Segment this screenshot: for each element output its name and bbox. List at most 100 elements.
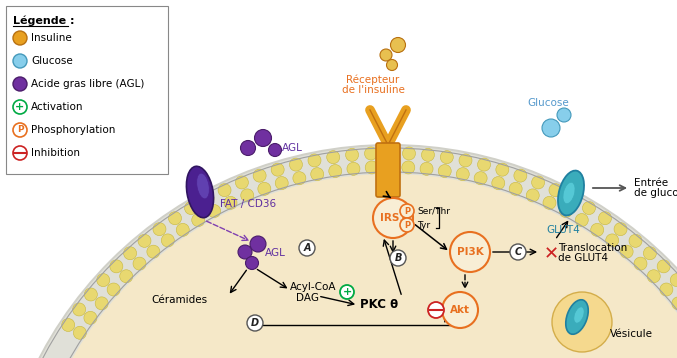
Circle shape <box>192 214 204 227</box>
Circle shape <box>620 245 633 258</box>
Circle shape <box>514 169 527 182</box>
Text: ✕: ✕ <box>544 245 559 263</box>
Circle shape <box>438 165 452 178</box>
Circle shape <box>365 161 378 174</box>
Circle shape <box>400 218 414 232</box>
Circle shape <box>591 223 604 236</box>
Text: GLUT4: GLUT4 <box>546 225 580 235</box>
Circle shape <box>440 151 454 164</box>
Circle shape <box>403 147 416 160</box>
Circle shape <box>95 297 108 310</box>
Circle shape <box>185 202 198 214</box>
Circle shape <box>133 257 146 270</box>
Circle shape <box>450 232 490 272</box>
Text: de l'insuline: de l'insuline <box>342 85 404 95</box>
Circle shape <box>542 119 560 137</box>
Text: Ser/Thr: Ser/Thr <box>417 207 450 216</box>
Circle shape <box>670 274 677 287</box>
Circle shape <box>614 223 627 236</box>
Circle shape <box>557 108 571 122</box>
Text: Inhibition: Inhibition <box>31 148 80 158</box>
Circle shape <box>510 244 526 260</box>
Circle shape <box>373 198 413 238</box>
Circle shape <box>383 160 397 174</box>
Circle shape <box>559 204 572 218</box>
Circle shape <box>255 130 271 146</box>
Circle shape <box>85 288 97 301</box>
Circle shape <box>492 176 505 190</box>
Text: de GLUT4: de GLUT4 <box>558 253 608 263</box>
Circle shape <box>345 148 359 161</box>
Text: P: P <box>404 221 410 229</box>
Circle shape <box>420 162 433 175</box>
Circle shape <box>271 163 284 176</box>
Circle shape <box>329 165 342 178</box>
Text: Légende :: Légende : <box>13 16 74 26</box>
Circle shape <box>13 100 27 114</box>
Circle shape <box>176 223 190 236</box>
Circle shape <box>161 234 174 247</box>
Text: Acide gras libre (AGL): Acide gras libre (AGL) <box>31 79 144 89</box>
Text: Glucose: Glucose <box>527 98 569 108</box>
Circle shape <box>383 146 397 160</box>
Circle shape <box>606 234 619 247</box>
Text: P: P <box>404 207 410 216</box>
Text: IRS1: IRS1 <box>380 213 406 223</box>
Circle shape <box>208 204 221 218</box>
Ellipse shape <box>574 307 584 323</box>
Ellipse shape <box>566 300 588 334</box>
Text: Acyl-CoA: Acyl-CoA <box>290 282 336 292</box>
Ellipse shape <box>186 166 213 218</box>
Circle shape <box>327 151 340 164</box>
Text: Insuline: Insuline <box>31 33 72 43</box>
Circle shape <box>477 158 491 171</box>
Circle shape <box>456 168 469 181</box>
Text: Entrée: Entrée <box>634 178 668 188</box>
Circle shape <box>62 319 74 332</box>
Circle shape <box>526 189 540 202</box>
Circle shape <box>73 326 87 339</box>
Text: Récepteur: Récepteur <box>347 74 399 85</box>
Circle shape <box>643 247 657 260</box>
Circle shape <box>552 292 612 352</box>
Circle shape <box>509 182 522 195</box>
Circle shape <box>72 303 86 316</box>
Circle shape <box>241 189 254 202</box>
FancyBboxPatch shape <box>376 143 400 197</box>
Circle shape <box>390 250 406 266</box>
Circle shape <box>428 302 444 318</box>
Circle shape <box>250 236 266 252</box>
Text: AGL: AGL <box>265 248 286 258</box>
Circle shape <box>169 212 181 225</box>
Circle shape <box>269 144 282 156</box>
Circle shape <box>629 234 642 247</box>
Circle shape <box>311 168 324 181</box>
Circle shape <box>531 176 544 189</box>
Circle shape <box>496 163 509 176</box>
Circle shape <box>634 257 647 270</box>
Circle shape <box>380 49 392 61</box>
Circle shape <box>84 311 97 324</box>
Circle shape <box>110 260 123 273</box>
Text: Activation: Activation <box>31 102 83 112</box>
Circle shape <box>364 147 378 160</box>
Circle shape <box>549 184 562 197</box>
Circle shape <box>657 260 670 273</box>
Ellipse shape <box>0 144 677 358</box>
Circle shape <box>308 154 321 167</box>
Circle shape <box>201 192 214 205</box>
Circle shape <box>647 270 660 283</box>
Text: Akt: Akt <box>450 305 470 315</box>
Text: PI3K: PI3K <box>456 247 483 257</box>
Circle shape <box>153 223 166 236</box>
Text: C: C <box>515 247 521 257</box>
Circle shape <box>258 182 271 195</box>
Text: P: P <box>17 126 23 135</box>
Circle shape <box>218 184 231 197</box>
Circle shape <box>400 204 414 218</box>
Circle shape <box>575 214 588 227</box>
Ellipse shape <box>24 174 677 358</box>
Circle shape <box>253 169 266 182</box>
Text: +: + <box>343 287 351 297</box>
Circle shape <box>459 154 472 167</box>
